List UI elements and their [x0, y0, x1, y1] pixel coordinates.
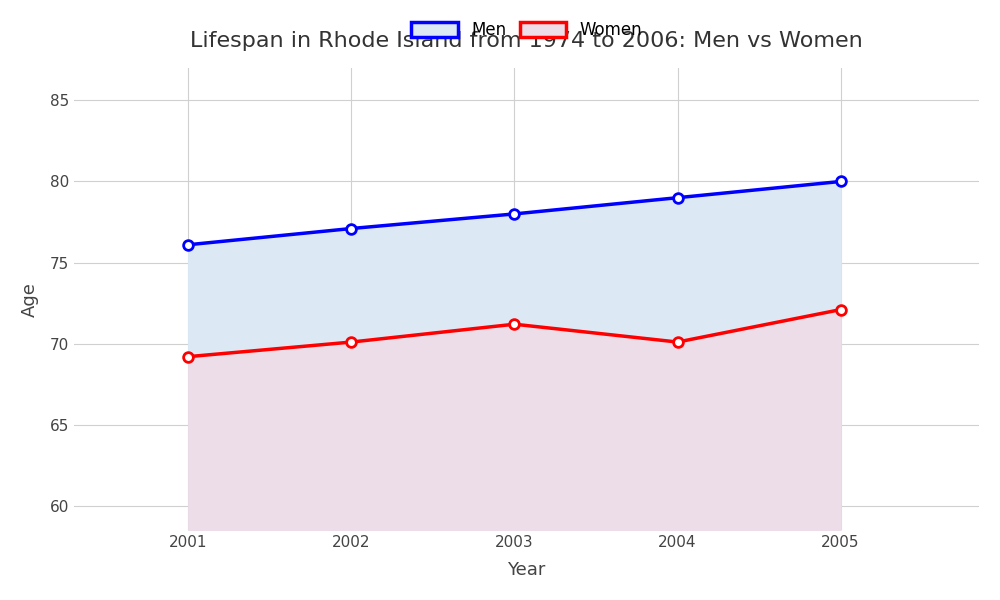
Title: Lifespan in Rhode Island from 1974 to 2006: Men vs Women: Lifespan in Rhode Island from 1974 to 20…	[190, 31, 863, 51]
X-axis label: Year: Year	[507, 561, 546, 579]
Legend: Men, Women: Men, Women	[411, 21, 642, 39]
Y-axis label: Age: Age	[21, 281, 39, 317]
